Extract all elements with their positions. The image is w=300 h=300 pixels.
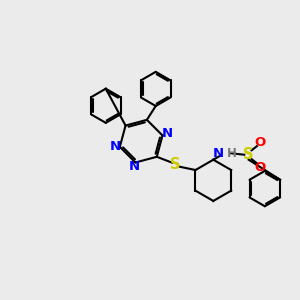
Text: N: N — [110, 140, 121, 153]
Text: O: O — [254, 136, 266, 149]
Text: N: N — [161, 128, 172, 140]
Text: O: O — [254, 160, 266, 174]
Text: N: N — [128, 160, 140, 173]
Text: S: S — [170, 157, 180, 172]
Text: S: S — [243, 147, 254, 162]
Text: H: H — [227, 147, 237, 160]
Text: N: N — [213, 147, 224, 160]
